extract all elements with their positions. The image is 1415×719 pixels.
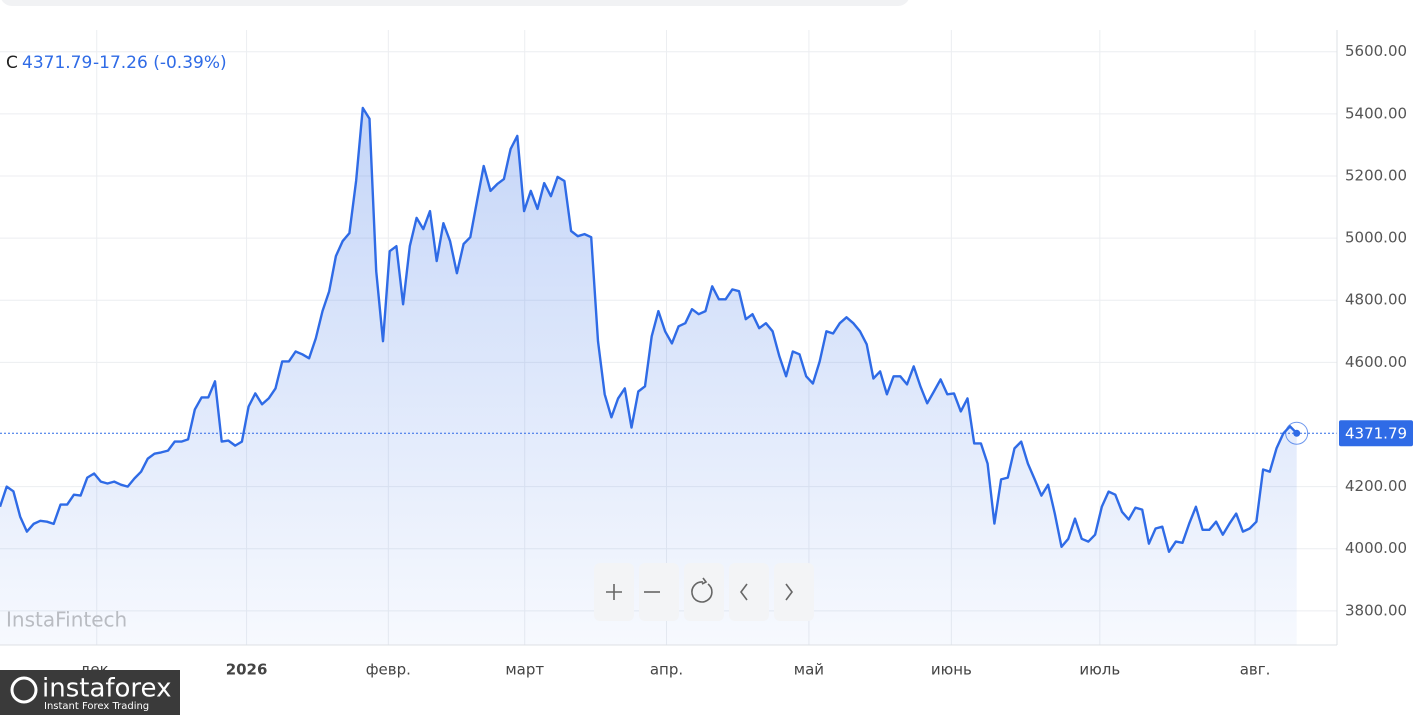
- y-tick-label: 4000.00: [1345, 539, 1407, 557]
- legend-change: -17.26 (-0.39%): [93, 53, 227, 73]
- price-tag: [1339, 420, 1413, 447]
- y-tick-label: 5000.00: [1345, 229, 1407, 247]
- logo-name: instaforex: [42, 674, 171, 704]
- reset[interactable]: [684, 563, 724, 621]
- x-tick-label: февр.: [366, 661, 411, 679]
- watermark: InstaFintech: [6, 608, 127, 632]
- logo-tagline: Instant Forex Trading: [44, 701, 149, 712]
- x-tick-label: май: [794, 661, 824, 679]
- scroll-right[interactable]: [774, 563, 814, 621]
- zoom-in-icon: [606, 584, 622, 600]
- x-tick-label: июль: [1079, 661, 1120, 679]
- logo-box: [0, 670, 180, 715]
- x-tick-label: март: [505, 661, 544, 679]
- legend-price: 4371.79: [22, 53, 92, 73]
- y-tick-label: 3800.00: [1345, 601, 1407, 619]
- line: [0, 106, 1298, 553]
- y-tick-label: 4800.00: [1345, 291, 1407, 309]
- x-tick-label: июнь: [931, 661, 972, 679]
- last-point: [1293, 429, 1301, 437]
- top-bar: [1, 0, 909, 6]
- y-tick-label: 5400.00: [1345, 104, 1407, 122]
- x-tick-label: авг.: [1240, 661, 1271, 679]
- y-tick-label: 5200.00: [1345, 166, 1407, 184]
- last-point-ring: [1285, 421, 1309, 445]
- zoom-controls: [594, 563, 814, 621]
- legend-symbol: C: [6, 53, 18, 73]
- x-tick-label: апр.: [650, 661, 683, 679]
- reset-icon: [691, 577, 713, 603]
- x-tick-label: 2026: [226, 661, 268, 679]
- logo-icon: [10, 676, 38, 704]
- y-tick-label: 5600.00: [1345, 42, 1407, 60]
- area: [0, 108, 1297, 645]
- scroll-right-icon: [785, 583, 793, 601]
- price-tag-label: 4371.79: [1345, 425, 1407, 443]
- y-tick-label: 4600.00: [1345, 353, 1407, 371]
- scroll-left[interactable]: [729, 563, 769, 621]
- y-tick-label: 4200.00: [1345, 477, 1407, 495]
- scroll-left-icon: [740, 583, 748, 601]
